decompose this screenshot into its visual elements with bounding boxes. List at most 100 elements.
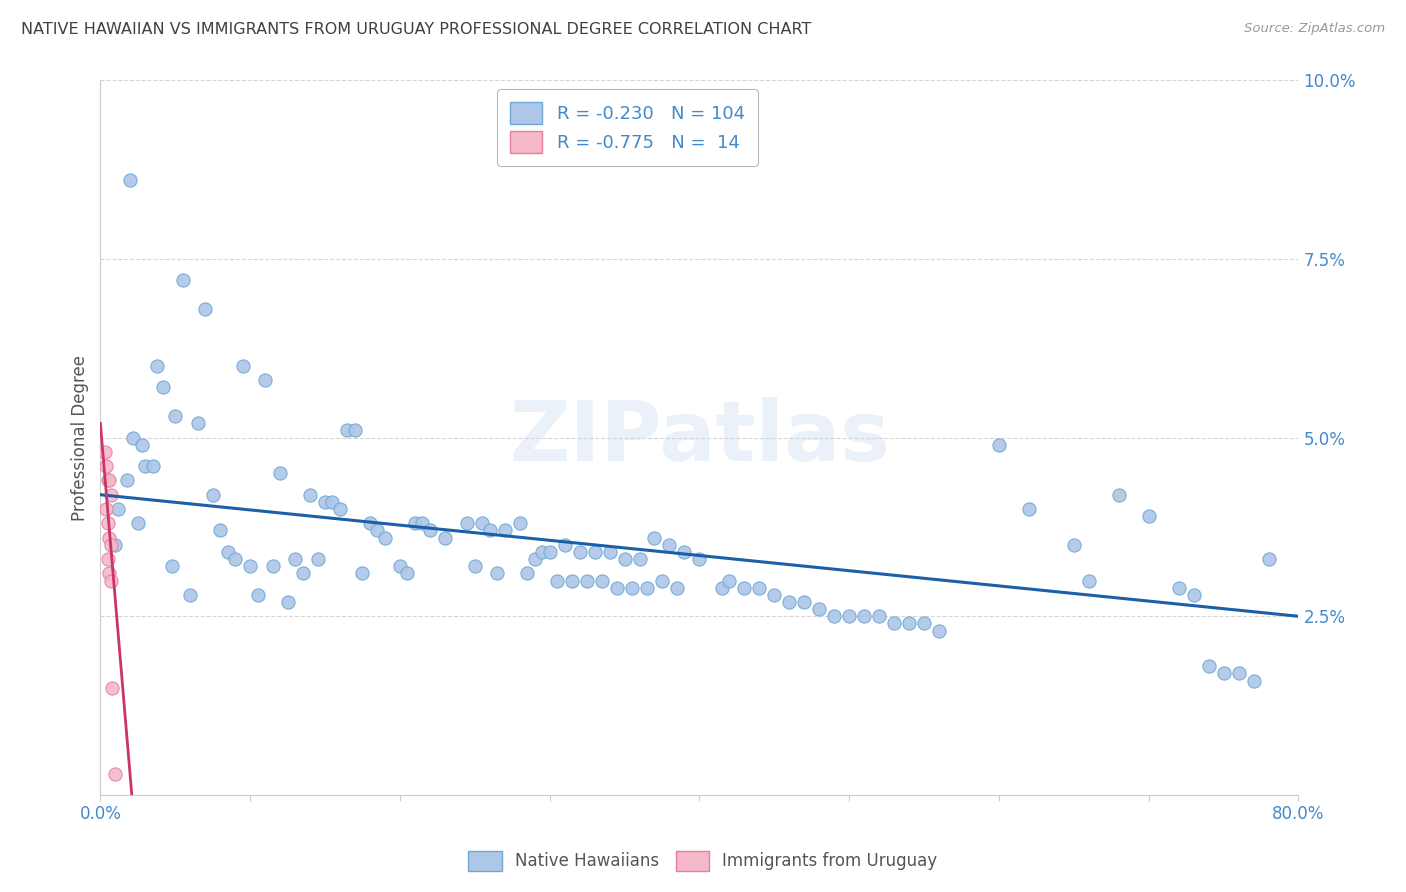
Point bbox=[291, 566, 314, 581]
Point bbox=[152, 380, 174, 394]
Point bbox=[1137, 509, 1160, 524]
Point bbox=[456, 516, 478, 531]
Point bbox=[127, 516, 149, 531]
Point bbox=[104, 766, 127, 780]
Point bbox=[96, 502, 118, 516]
Point bbox=[232, 359, 254, 373]
Point bbox=[359, 516, 381, 531]
Point bbox=[523, 552, 546, 566]
Y-axis label: Professional Degree: Professional Degree bbox=[72, 354, 89, 521]
Point bbox=[217, 545, 239, 559]
Point bbox=[718, 574, 741, 588]
Point bbox=[131, 438, 153, 452]
Point bbox=[763, 588, 786, 602]
Point bbox=[606, 581, 628, 595]
Point bbox=[987, 438, 1010, 452]
Point bbox=[146, 359, 169, 373]
Point bbox=[307, 552, 329, 566]
Point bbox=[733, 581, 755, 595]
Point bbox=[262, 559, 284, 574]
Point bbox=[433, 531, 456, 545]
Point bbox=[576, 574, 599, 588]
Point bbox=[254, 373, 277, 387]
Legend: Native Hawaiians, Immigrants from Uruguay: Native Hawaiians, Immigrants from Urugua… bbox=[460, 842, 946, 880]
Point bbox=[411, 516, 433, 531]
Point bbox=[314, 495, 336, 509]
Point bbox=[343, 423, 366, 437]
Point bbox=[1018, 502, 1040, 516]
Point bbox=[546, 574, 568, 588]
Point bbox=[673, 545, 696, 559]
Point bbox=[98, 531, 121, 545]
Point bbox=[194, 301, 217, 316]
Point bbox=[101, 681, 124, 695]
Point bbox=[100, 538, 122, 552]
Point bbox=[516, 566, 538, 581]
Point bbox=[374, 531, 396, 545]
Point bbox=[209, 524, 232, 538]
Point bbox=[561, 574, 583, 588]
Text: Source: ZipAtlas.com: Source: ZipAtlas.com bbox=[1244, 22, 1385, 36]
Point bbox=[478, 524, 501, 538]
Point bbox=[643, 531, 665, 545]
Point bbox=[1257, 552, 1279, 566]
Point bbox=[120, 173, 142, 187]
Point bbox=[912, 616, 935, 631]
Point bbox=[100, 488, 122, 502]
Point bbox=[1077, 574, 1099, 588]
Point bbox=[172, 273, 194, 287]
Point bbox=[486, 566, 509, 581]
Point bbox=[396, 566, 419, 581]
Text: NATIVE HAWAIIAN VS IMMIGRANTS FROM URUGUAY PROFESSIONAL DEGREE CORRELATION CHART: NATIVE HAWAIIAN VS IMMIGRANTS FROM URUGU… bbox=[21, 22, 811, 37]
Point bbox=[98, 566, 121, 581]
Point bbox=[246, 588, 269, 602]
Point bbox=[710, 581, 733, 595]
Point bbox=[336, 423, 359, 437]
Point bbox=[471, 516, 494, 531]
Point bbox=[464, 559, 486, 574]
Point bbox=[554, 538, 576, 552]
Point bbox=[494, 524, 516, 538]
Point bbox=[100, 574, 122, 588]
Point bbox=[583, 545, 606, 559]
Point bbox=[388, 559, 411, 574]
Point bbox=[853, 609, 876, 624]
Point bbox=[352, 566, 374, 581]
Point bbox=[838, 609, 860, 624]
Point bbox=[329, 502, 352, 516]
Point bbox=[187, 416, 209, 430]
Point bbox=[688, 552, 710, 566]
Point bbox=[321, 495, 343, 509]
Point bbox=[97, 516, 120, 531]
Point bbox=[96, 459, 118, 474]
Point bbox=[748, 581, 770, 595]
Point bbox=[142, 459, 165, 474]
Point bbox=[808, 602, 831, 616]
Point bbox=[122, 430, 145, 444]
Point bbox=[107, 502, 129, 516]
Point bbox=[165, 409, 187, 423]
Point bbox=[239, 559, 262, 574]
Point bbox=[1198, 659, 1220, 673]
Point bbox=[299, 488, 322, 502]
Point bbox=[651, 574, 673, 588]
Point bbox=[599, 545, 621, 559]
Point bbox=[509, 516, 531, 531]
Point bbox=[778, 595, 800, 609]
Point bbox=[568, 545, 591, 559]
Point bbox=[419, 524, 441, 538]
Point bbox=[97, 474, 120, 488]
Point bbox=[793, 595, 815, 609]
Point bbox=[591, 574, 613, 588]
Point bbox=[636, 581, 658, 595]
Point bbox=[98, 474, 121, 488]
Point bbox=[538, 545, 561, 559]
Point bbox=[94, 445, 117, 459]
Point bbox=[1227, 666, 1250, 681]
Point bbox=[1108, 488, 1130, 502]
Point bbox=[366, 524, 388, 538]
Point bbox=[531, 545, 554, 559]
Point bbox=[658, 538, 681, 552]
Point bbox=[97, 552, 120, 566]
Point bbox=[613, 552, 636, 566]
